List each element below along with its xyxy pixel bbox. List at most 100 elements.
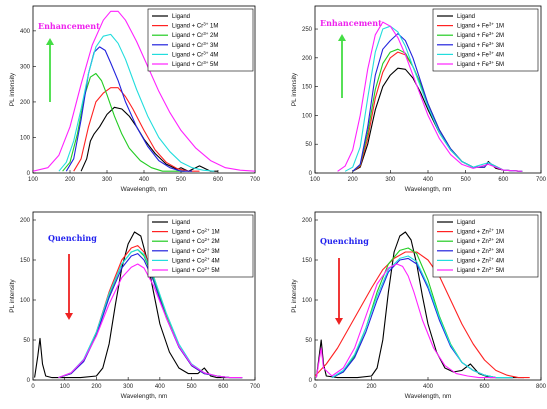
- legend-entry: Ligand + Fe3+ 4M: [457, 50, 504, 59]
- x-tick-label: 500: [187, 384, 198, 390]
- y-tick-label: 150: [302, 258, 313, 264]
- legend-entry: Ligand + Fe3+ 3M: [457, 40, 504, 49]
- enhancement-annotation: Enhancement: [38, 21, 100, 31]
- y-tick-label: 250: [302, 27, 313, 33]
- series-line-4: [65, 46, 193, 172]
- x-tick-label: 300: [385, 177, 396, 183]
- arrow-down-icon: [65, 254, 73, 320]
- x-axis-label: Wavelength, nm: [121, 186, 168, 193]
- x-tick-label: 0: [313, 384, 317, 390]
- series-line-3: [62, 72, 185, 172]
- y-tick-label: 200: [20, 100, 31, 106]
- legend-entry: Ligand + Fe3+ 5M: [457, 60, 504, 69]
- quenching-annotation: Quenching: [48, 233, 97, 243]
- y-tick-label: 100: [20, 135, 31, 141]
- y-axis-label: PL intensity: [291, 279, 298, 313]
- chart-panel-4: 0 200 400 600 800 0 50 100 150 200 Wavelength, nm P…: [291, 211, 547, 400]
- x-tick-label: 700: [250, 384, 261, 390]
- y-tick-label: 50: [305, 338, 312, 344]
- x-tick-label: 100: [310, 177, 321, 183]
- legend-entry: Ligand + Cr3+ 3M: [172, 40, 218, 49]
- enhancement-annotation: Enhancement: [320, 18, 382, 28]
- legend-box: [147, 214, 254, 278]
- legend-entry: Ligand: [172, 220, 190, 226]
- y-axis-label: PL intensity: [291, 72, 298, 106]
- x-tick-label: 500: [461, 177, 472, 183]
- legend-entry: Ligand + Co2+ 3M: [172, 246, 220, 255]
- y-tick-label: 0: [309, 378, 313, 384]
- legend-entry: Ligand + Co2+ 1M: [172, 227, 220, 236]
- legend-entry: Ligand + Zn2+ 1M: [457, 227, 504, 236]
- y-tick-label: 100: [20, 298, 31, 304]
- y-axis-label: PL intensity: [9, 279, 16, 313]
- series-line-6: [33, 10, 255, 172]
- legend-entry: Ligand + Cr3+ 5M: [172, 60, 218, 69]
- x-tick-label: 200: [91, 384, 102, 390]
- x-tick-label: 400: [423, 384, 434, 390]
- legend-box: [432, 8, 539, 72]
- x-tick-label: 200: [348, 177, 359, 183]
- legend-box: [147, 8, 254, 72]
- x-tick-label: 400: [423, 177, 434, 183]
- x-tick-label: 400: [139, 177, 150, 183]
- series-line-6: [58, 263, 243, 379]
- x-tick-label: 100: [28, 177, 39, 183]
- x-tick-label: 600: [213, 177, 224, 183]
- arrow-down-icon: [335, 258, 343, 325]
- y-tick-label: 400: [20, 29, 31, 35]
- y-tick-label: 50: [23, 338, 30, 344]
- chart-panel-1: 100 200 300 400 500 600 7000100200300400Wavele…: [9, 5, 261, 193]
- series-line-2: [315, 251, 530, 379]
- y-tick-label: 200: [20, 218, 31, 224]
- series-line-6: [337, 21, 523, 172]
- legend-entry: Ligand + Co2+ 4M: [172, 256, 220, 265]
- y-axis-label: PL intensity: [9, 72, 16, 106]
- y-tick-label: 50: [305, 142, 312, 148]
- x-tick-label: 200: [366, 384, 377, 390]
- x-tick-label: 0: [31, 384, 35, 390]
- series-line-6: [315, 263, 496, 379]
- x-tick-label: 300: [123, 384, 134, 390]
- x-tick-label: 100: [60, 384, 71, 390]
- legend-entry: Ligand + Co2+ 5M: [172, 266, 220, 275]
- x-tick-label: 500: [176, 177, 187, 183]
- arrow-up-icon: [338, 34, 346, 98]
- chart-panel-3: 0 100 200 300 400 500 600 700 0 50 100 150 200 Wavele…: [9, 211, 261, 400]
- y-tick-label: 0: [27, 171, 31, 177]
- series-line-2: [73, 87, 200, 172]
- x-tick-label: 700: [536, 177, 547, 183]
- legend-entry: Ligand + Zn2+ 5M: [457, 266, 504, 275]
- quenching-annotation: Quenching: [320, 236, 369, 246]
- x-axis-label: Wavelength, nm: [405, 186, 452, 193]
- x-tick-label: 600: [218, 384, 229, 390]
- legend-entry: Ligand + Zn2+ 3M: [457, 246, 504, 255]
- series-line-5: [331, 255, 513, 379]
- y-tick-label: 100: [302, 113, 313, 119]
- legend-entry: Ligand + Fe3+ 2M: [457, 31, 504, 40]
- y-tick-label: 100: [302, 298, 313, 304]
- legend-entry: Ligand + Zn2+ 4M: [457, 256, 504, 265]
- series-line-5: [344, 25, 523, 172]
- y-tick-label: 200: [302, 218, 313, 224]
- legend-entry: Ligand + Cr3+ 2M: [172, 31, 218, 40]
- x-tick-label: 300: [102, 177, 113, 183]
- arrow-up-icon: [46, 38, 54, 102]
- x-tick-label: 700: [250, 177, 261, 183]
- legend-entry: Ligand + Zn2+ 2M: [457, 237, 504, 246]
- legend-entry: Ligand + Cr3+ 4M: [172, 50, 218, 59]
- x-tick-label: 200: [65, 177, 76, 183]
- series-line-5: [58, 33, 215, 172]
- legend-entry: Ligand + Co2+ 2M: [172, 237, 220, 246]
- legend-entry: Ligand: [457, 220, 475, 226]
- legend-entry: Ligand: [457, 14, 475, 20]
- y-tick-label: 0: [309, 171, 313, 177]
- x-tick-label: 800: [536, 384, 547, 390]
- x-tick-label: 600: [498, 177, 509, 183]
- legend-entry: Ligand + Fe3+ 1M: [457, 21, 504, 30]
- x-axis-label: Wavelength, nm: [121, 393, 168, 400]
- x-tick-label: 600: [479, 384, 490, 390]
